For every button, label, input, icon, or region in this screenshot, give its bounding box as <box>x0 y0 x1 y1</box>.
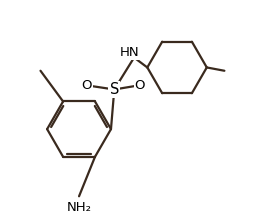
Text: O: O <box>134 78 145 92</box>
Text: O: O <box>81 78 92 92</box>
Text: HN: HN <box>119 46 139 59</box>
Text: S: S <box>110 82 119 97</box>
Text: NH₂: NH₂ <box>66 201 92 214</box>
